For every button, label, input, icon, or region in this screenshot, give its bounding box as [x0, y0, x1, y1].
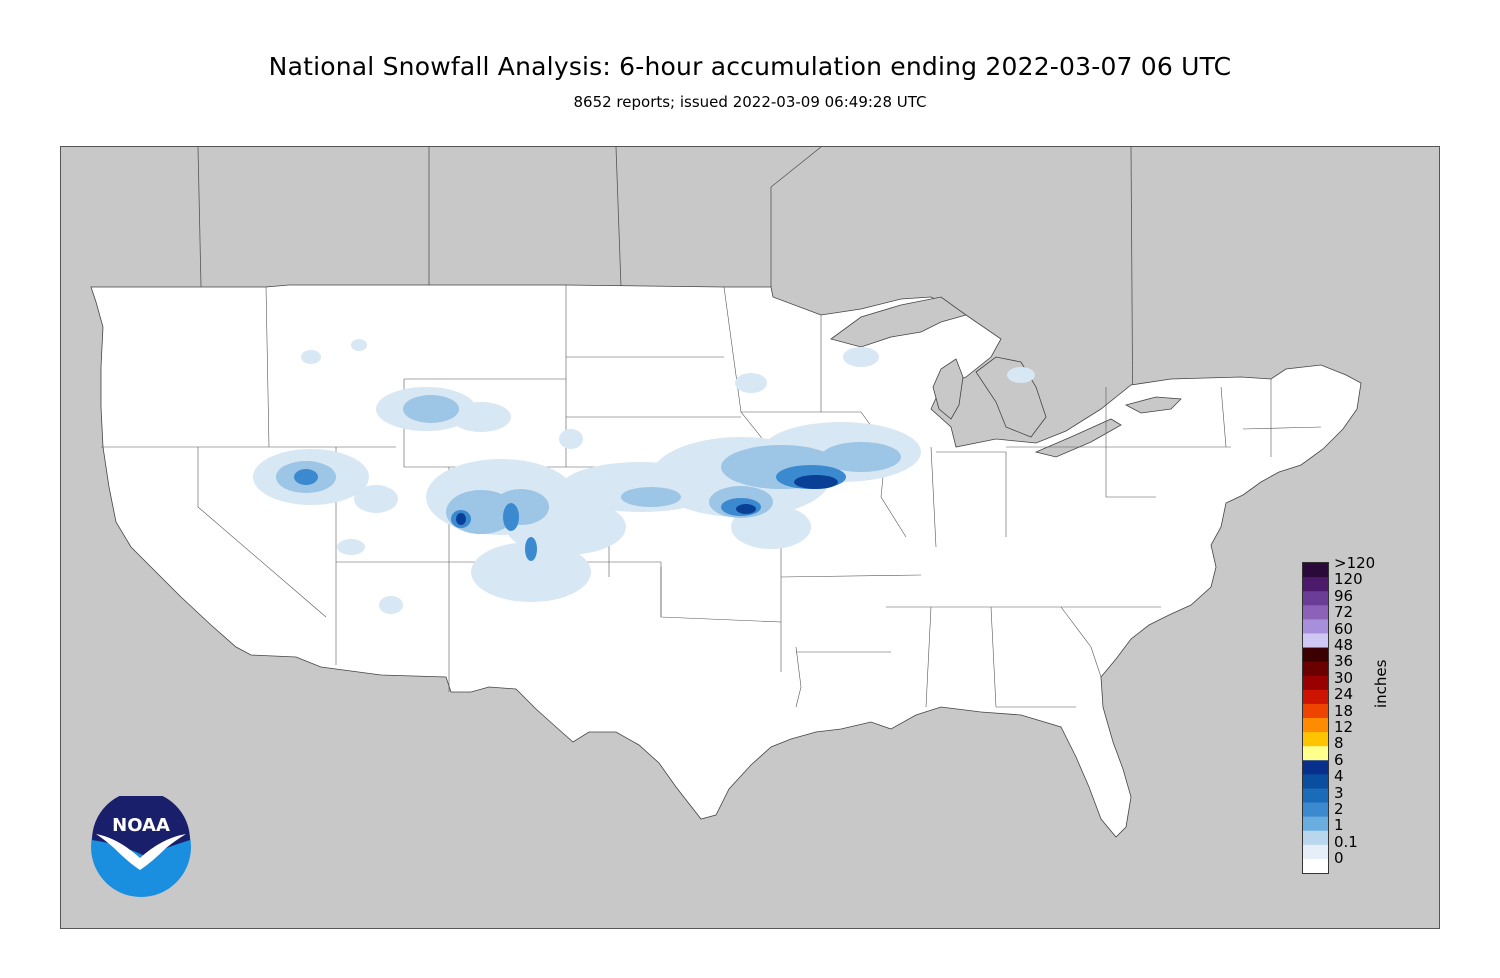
colorbar-swatch [1303, 718, 1328, 733]
colorbar-tick-label: 3 [1334, 783, 1344, 802]
us-landmass [90, 284, 1362, 838]
colorbar-tick-label: 18 [1334, 701, 1354, 720]
colorbar-tick-label: 120 [1334, 570, 1363, 589]
map-subtitle: 8652 reports; issued 2022-03-09 06:49:28… [573, 93, 927, 111]
snowfall-shading [253, 339, 1035, 614]
colorbar-swatch [1303, 830, 1328, 846]
colorbar-tick-label: 60 [1334, 619, 1354, 638]
colorbar-swatch [1303, 619, 1328, 634]
colorbar-swatch [1303, 816, 1328, 832]
colorbar-swatch [1303, 788, 1328, 804]
map-title: National Snowfall Analysis: 6-hour accum… [268, 52, 1232, 81]
noaa-logo-icon: NOAA [90, 791, 192, 898]
colorbar-tick-label: 6 [1334, 750, 1344, 769]
colorbar-swatch [1303, 844, 1328, 860]
colorbar-swatch [1303, 661, 1328, 677]
noaa-logo-text: NOAA [112, 815, 170, 836]
colorbar-swatch [1303, 774, 1328, 789]
colorbar-swatches [1303, 563, 1328, 873]
colorbar-swatch [1303, 760, 1328, 775]
colorbar-tick-label: >120 [1334, 554, 1376, 572]
colorbar-swatch [1303, 689, 1328, 705]
colorbar-swatch [1303, 732, 1328, 747]
lake-michigan [932, 358, 964, 420]
lake-erie [1034, 418, 1122, 458]
lake-ontario [1124, 396, 1182, 414]
colorbar-tick-label: 48 [1334, 636, 1354, 654]
snowfall-map [60, 146, 1440, 929]
colorbar-tick-label: 30 [1334, 668, 1354, 687]
colorbar-swatch [1303, 647, 1328, 663]
colorbar-tick-label: 24 [1334, 685, 1354, 704]
lake-superior [830, 296, 967, 348]
colorbar-swatch [1303, 703, 1328, 719]
colorbar-swatch [1303, 858, 1328, 873]
colorbar-tick-label: 2 [1334, 800, 1344, 818]
colorbar-units: inches [1372, 659, 1390, 708]
colorbar-tick-label: 0 [1334, 849, 1344, 868]
colorbar-tick-label: 4 [1334, 767, 1344, 786]
colorbar-tick-label: 8 [1334, 734, 1344, 753]
colorbar-tick-label: 96 [1334, 586, 1354, 605]
colorbar-swatch [1303, 633, 1328, 649]
colorbar-swatch [1303, 802, 1328, 818]
colorbar-swatch [1303, 675, 1328, 691]
colorbar-tick-label: 12 [1334, 718, 1354, 736]
colorbar-tick-label: 72 [1334, 603, 1354, 622]
colorbar-tick-label: 0.1 [1334, 832, 1358, 851]
map-canvas [90, 147, 1362, 838]
colorbar-swatch [1303, 746, 1328, 761]
colorbar-swatch [1303, 577, 1328, 592]
lake-huron [975, 356, 1047, 438]
colorbar-tick-label: 36 [1334, 652, 1354, 671]
colorbar-swatch [1303, 605, 1328, 620]
colorbar-tick-label: 1 [1334, 816, 1344, 835]
colorbar [1302, 562, 1329, 874]
colorbar-swatch [1303, 563, 1328, 578]
colorbar-swatch [1303, 591, 1328, 606]
